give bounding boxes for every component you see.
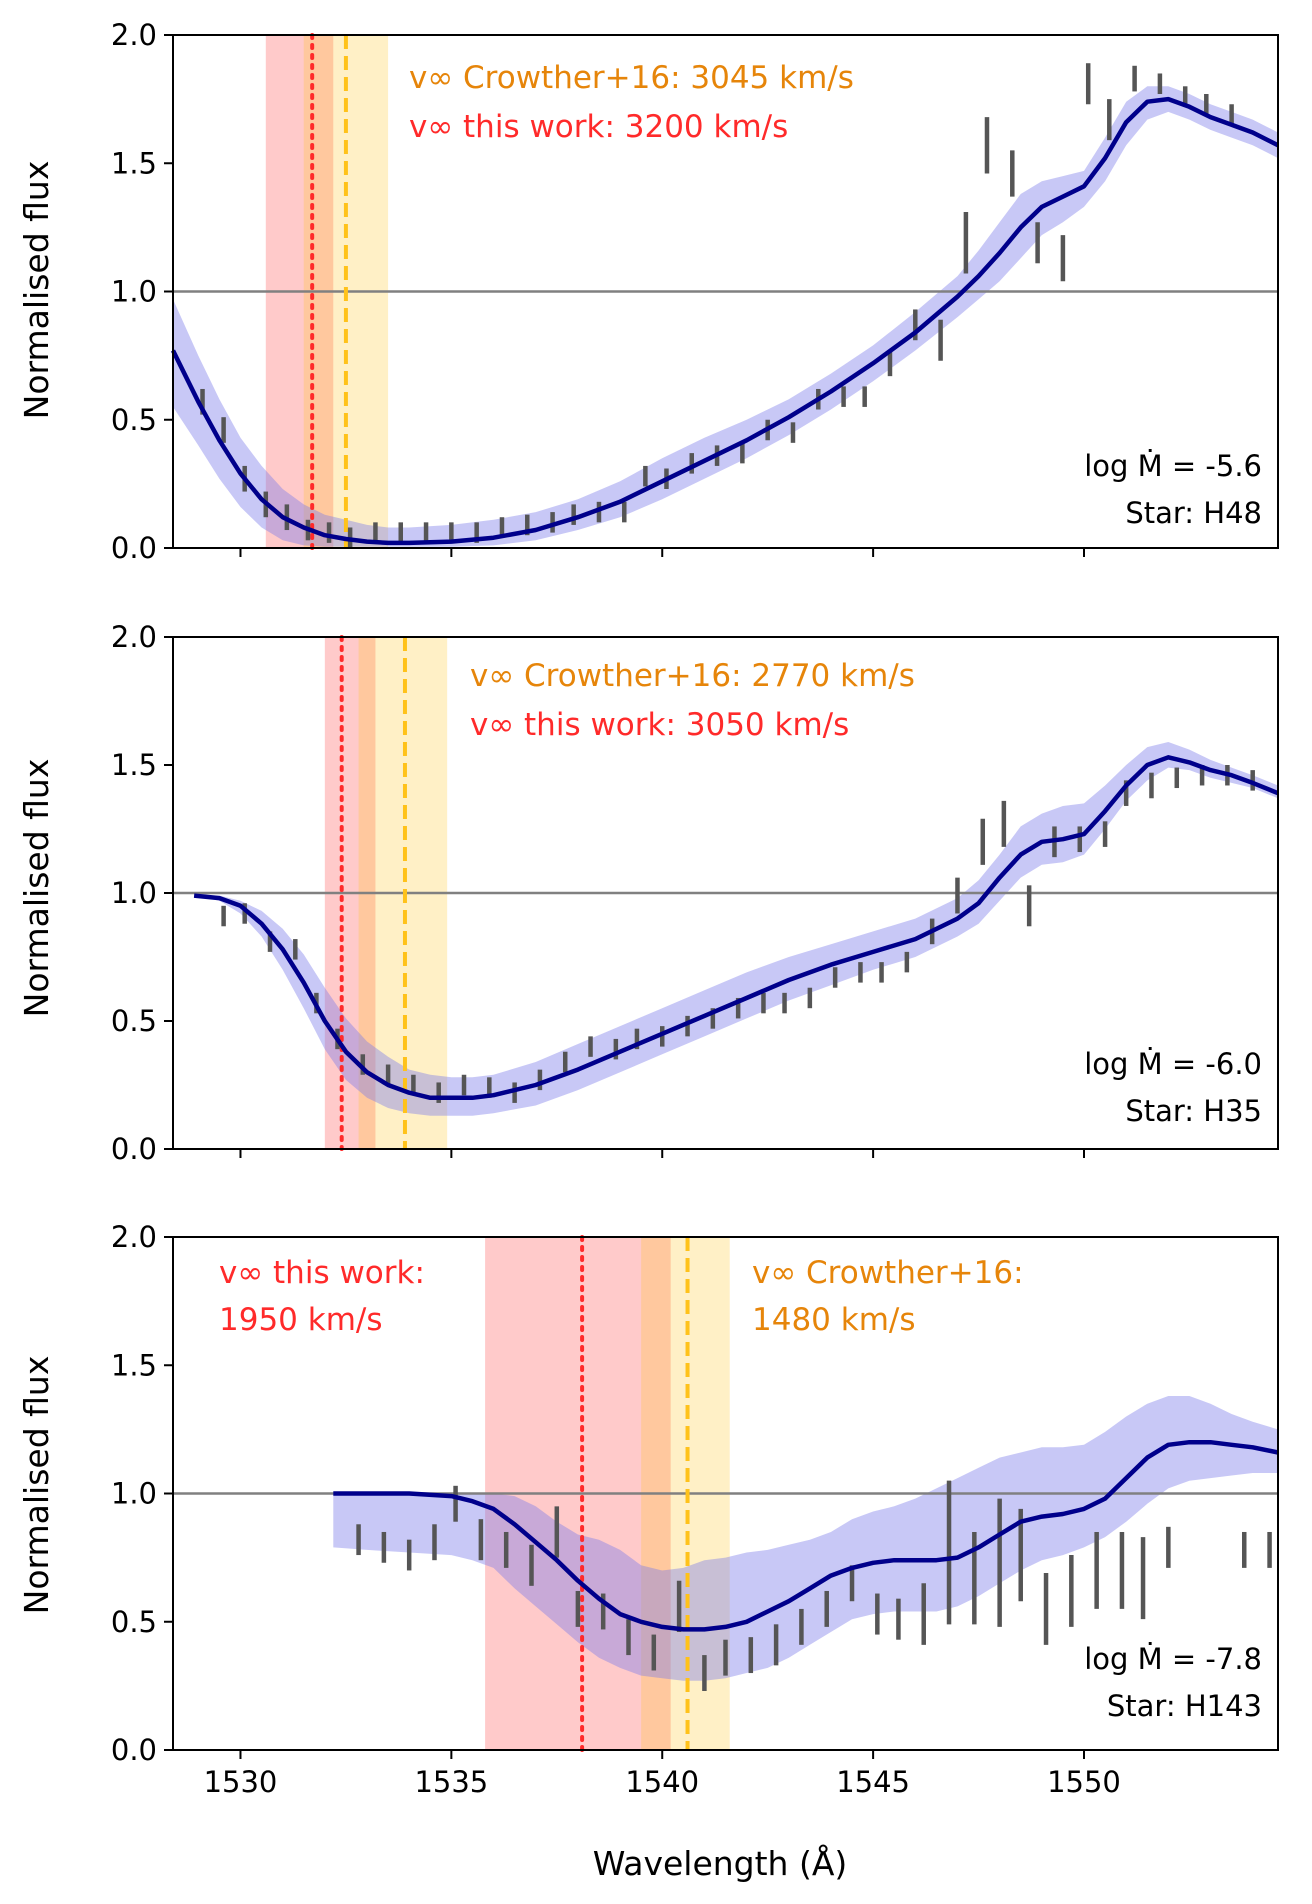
x-tick-label: 1530 — [204, 1765, 278, 1799]
velocity-lines — [310, 33, 348, 550]
y-tick-label: 1.0 — [111, 275, 157, 309]
x-tick-label: 1545 — [836, 1765, 910, 1799]
panel-h48: 0.0 0.5 1.0 1.5 2.0 Normalised flux v∞ Crowt… — [17, 18, 1280, 565]
y-tick-label: 1.5 — [111, 146, 157, 180]
y-tick-label: 1.0 — [111, 876, 157, 910]
crowther-annotation-line2: 1480 km/s — [752, 1302, 916, 1338]
model-uncertainty-band — [333, 1396, 1278, 1681]
x-ticks — [239, 1149, 1085, 1158]
y-tick-label: 0.5 — [111, 1004, 157, 1038]
y-tick-label: 0.0 — [111, 1132, 157, 1166]
crowther-annotation-line1: v∞ Crowther+16: — [752, 1255, 1024, 1291]
crowther-annotation: v∞ Crowther+16: 3045 km/s — [409, 60, 854, 96]
star-label: Star: H48 — [1125, 496, 1262, 530]
panel-h35: 0.0 0.5 1.0 1.5 2.0 Normalised flux v∞ Crowt… — [17, 620, 1279, 1166]
model-line — [333, 1439, 1279, 1632]
y-tick-label: 0.0 — [111, 531, 157, 565]
model-uncertainty-band — [173, 86, 1278, 547]
x-axis-label: Wavelength (Å) — [593, 1843, 848, 1883]
mdot-label: log Ṁ = -6.0 — [1084, 1047, 1262, 1081]
y-tick-label: 0.0 — [111, 1733, 157, 1767]
mdot-label: log Ṁ = -7.8 — [1084, 1642, 1262, 1676]
model-curve — [333, 1439, 1279, 1632]
x-ticks: 1530 1535 1540 1545 1550 — [204, 1750, 1121, 1799]
star-label: Star: H35 — [1125, 1094, 1262, 1128]
y-tick-label: 2.0 — [111, 18, 157, 52]
x-tick-label: 1540 — [625, 1765, 699, 1799]
model-curve — [193, 755, 1279, 1101]
this-work-annotation-line1: v∞ this work: — [219, 1255, 425, 1291]
panel-h143: 0.0 0.5 1.0 1.5 2.0 1530 1535 1540 1545 1550 Nor… — [17, 1220, 1279, 1799]
y-axis-label: Normalised flux — [17, 759, 56, 1018]
model-line — [170, 96, 1280, 546]
x-tick-label: 1535 — [414, 1765, 488, 1799]
y-tick-label: 0.5 — [111, 403, 157, 437]
star-label: Star: H143 — [1107, 1689, 1262, 1723]
x-tick-label: 1550 — [1047, 1765, 1121, 1799]
velocity-lines — [339, 635, 407, 1151]
y-tick-label: 1.5 — [111, 748, 157, 782]
model-curve — [170, 96, 1280, 546]
y-ticks: 0.0 0.5 1.0 1.5 2.0 — [111, 1220, 173, 1767]
velocity-lines — [580, 1235, 690, 1752]
y-axis-label: Normalised flux — [17, 161, 56, 420]
mdot-label: log Ṁ = -5.6 — [1084, 449, 1262, 483]
this-work-annotation: v∞ this work: 3200 km/s — [409, 109, 788, 145]
model-band-area — [333, 1396, 1278, 1681]
y-ticks: 0.0 0.5 1.0 1.5 2.0 — [111, 620, 173, 1166]
y-tick-label: 0.5 — [111, 1605, 157, 1639]
model-band-area — [173, 86, 1278, 547]
model-line — [193, 755, 1279, 1101]
observed-data — [356, 1480, 1272, 1692]
y-tick-label: 2.0 — [111, 620, 157, 654]
y-tick-label: 2.0 — [111, 1220, 157, 1254]
crowther-annotation: v∞ Crowther+16: 2770 km/s — [470, 658, 915, 694]
this-work-annotation: v∞ this work: 3050 km/s — [470, 707, 849, 743]
x-ticks — [239, 548, 1085, 557]
y-tick-label: 1.0 — [111, 1477, 157, 1511]
y-axis-label: Normalised flux — [17, 1356, 56, 1615]
y-ticks: 0.0 0.5 1.0 1.5 2.0 — [111, 18, 173, 565]
y-tick-label: 1.5 — [111, 1348, 157, 1382]
this-work-annotation-line2: 1950 km/s — [219, 1302, 383, 1338]
